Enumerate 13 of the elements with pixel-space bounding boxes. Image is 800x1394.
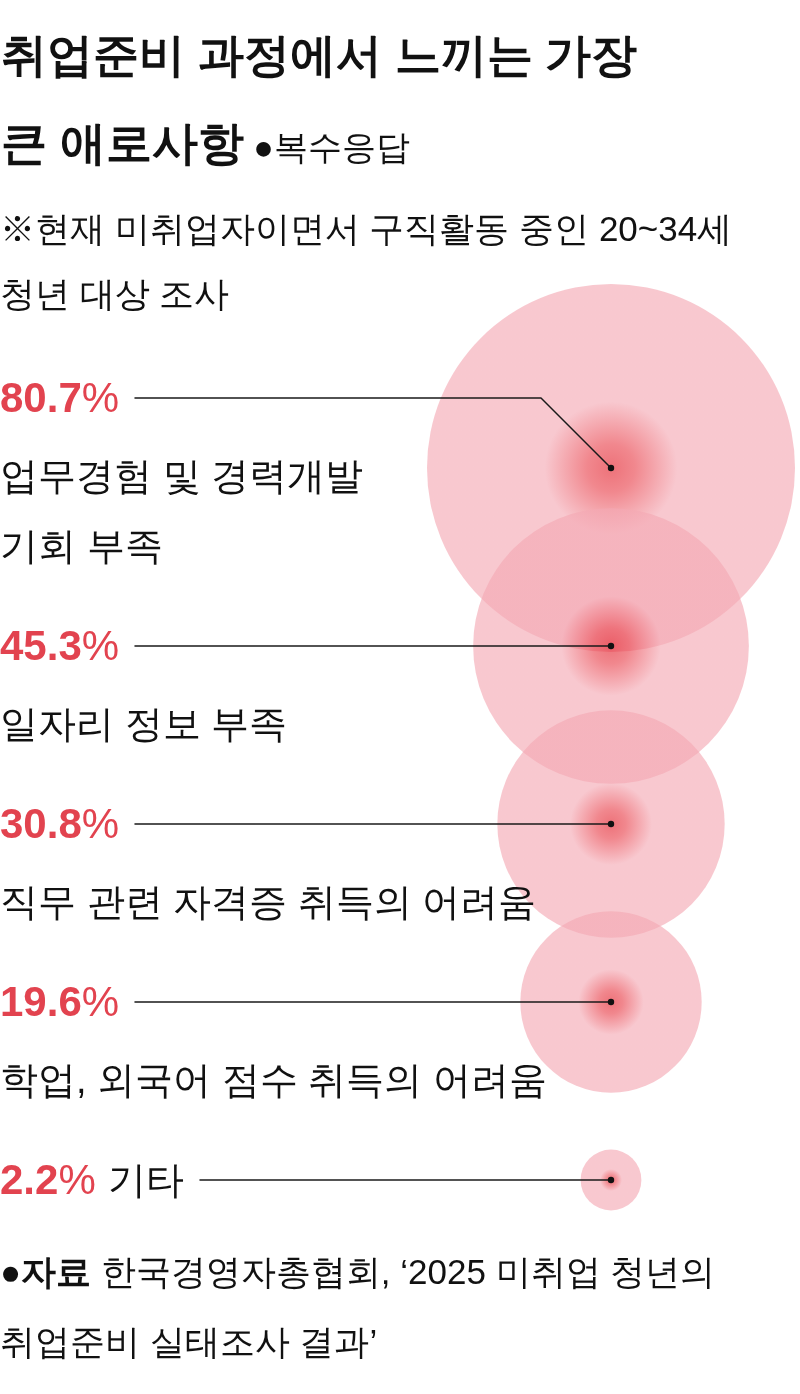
- text: ●자료 한국경영자총협회, ‘2025 미취업 청년의 취업준비 실태조사 결과’: [0, 1251, 717, 1363]
- category-label: 학업, 외국어 점수 취득의 어려움: [0, 1058, 548, 1103]
- category-label: 일자리 정보 부족: [0, 702, 289, 747]
- category-label: 업무경험 및 경력개발 기회 부족: [0, 454, 365, 569]
- data-label: 80.7%: [0, 374, 120, 421]
- data-label: 30.8%: [0, 800, 120, 847]
- category-label: 직무 관련 자격증 취득의 어려움: [0, 880, 538, 925]
- text: ※현재 미취업자이면서 구직활동 중인 20~34세 청년 대상 조사: [0, 208, 734, 315]
- data-label: 2.2%: [0, 1156, 96, 1203]
- data-label: 19.6%: [0, 978, 120, 1025]
- data-label: 45.3%: [0, 622, 120, 669]
- category-label: 기타: [108, 1158, 184, 1203]
- text: 취업준비 과정에서 느끼는 가장 큰 애로사항 ●복수응답: [1, 28, 639, 171]
